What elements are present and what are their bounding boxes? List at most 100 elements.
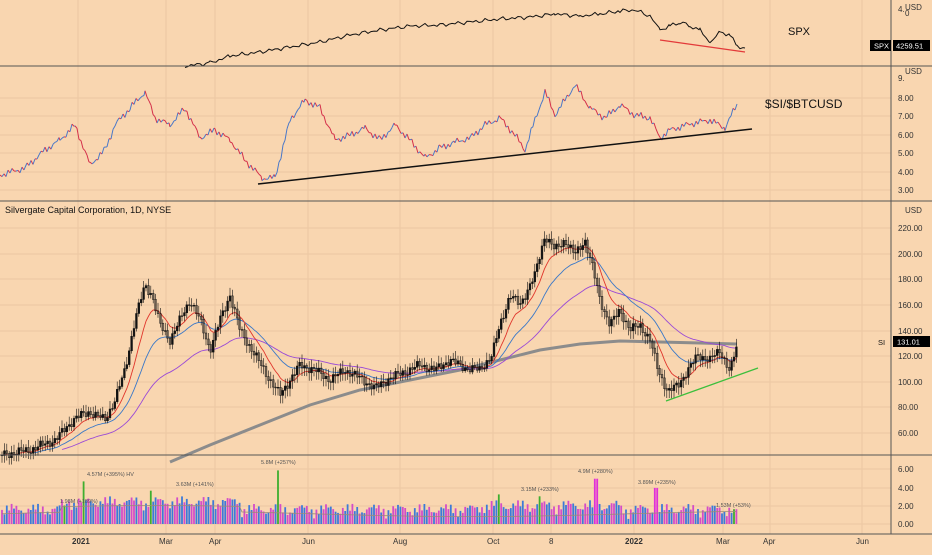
volume-bar (241, 517, 243, 524)
candle-body (584, 240, 586, 245)
candle-body (676, 383, 678, 385)
volume-bar (421, 510, 423, 524)
volume-bar (16, 506, 18, 524)
candle-body (172, 334, 174, 345)
candle-body (222, 311, 224, 316)
volume-bar (133, 501, 135, 525)
volume-bar (42, 507, 44, 525)
volume-bar (390, 513, 392, 524)
volume-bar (71, 510, 73, 524)
candle-body (491, 356, 493, 360)
volume-bar (462, 513, 464, 524)
volume-bar (138, 504, 140, 524)
volume-bar (299, 506, 301, 524)
candle-body (124, 369, 126, 378)
volume-bar (347, 504, 349, 524)
candle-body (472, 366, 474, 373)
candle-body (647, 334, 649, 336)
volume-bar (332, 509, 334, 524)
candle-body (388, 379, 390, 386)
volume-bar (64, 506, 66, 525)
volume-bar (606, 508, 608, 524)
volume-bar (676, 513, 678, 524)
candle-body (457, 361, 459, 364)
volume-bar (277, 470, 279, 524)
volume-bar (565, 505, 567, 524)
volume-bar (126, 501, 128, 524)
volume-bar (59, 505, 61, 524)
candle-body (380, 382, 382, 387)
volume-bar (54, 509, 56, 524)
volume-bar (395, 509, 397, 525)
volume-bar (649, 513, 651, 524)
candle-body (409, 368, 411, 375)
candle-body (80, 411, 82, 417)
volume-bar (256, 509, 258, 524)
volume-bar (438, 511, 440, 524)
volume-bar (637, 508, 639, 524)
volume-bar (436, 513, 438, 524)
volume-bar (102, 504, 104, 524)
candle-body (479, 366, 481, 370)
volume-bar (292, 513, 294, 524)
volume-bar (460, 511, 462, 524)
volume-bar (455, 508, 457, 524)
candle-body (376, 384, 378, 385)
volume-bar (546, 504, 548, 524)
volume-bar (517, 500, 519, 524)
volume-bar (568, 501, 570, 524)
candle-body (220, 316, 222, 327)
time-label-2021: 2021 (72, 537, 90, 546)
volume-bar (335, 512, 337, 524)
volume-bar (11, 504, 13, 524)
candle-body (143, 288, 145, 300)
volume-bar (208, 497, 210, 524)
volume-bar (592, 507, 594, 524)
volume-bar (685, 508, 687, 524)
candle-body (539, 259, 541, 264)
candle-body (284, 386, 286, 390)
volume-bar (536, 504, 538, 524)
volume-bar (690, 510, 692, 524)
time-label-jun2: Jun (856, 537, 869, 546)
volume-bar (8, 511, 10, 525)
volume-bar (181, 496, 183, 524)
vol-tick-2: 2.00 (898, 502, 914, 511)
candle-body (424, 365, 426, 367)
price-tick-80: 80.00 (898, 403, 919, 412)
volume-bar (450, 505, 452, 524)
ratio-segment (491, 123, 493, 124)
candle-body (138, 303, 140, 314)
volume-bar (116, 506, 118, 524)
volume-bar (196, 504, 198, 524)
candle-body (229, 296, 231, 301)
volume-bar (95, 505, 97, 524)
volume-bar (131, 498, 133, 525)
volume-bar (304, 508, 306, 524)
candle-body (248, 345, 250, 346)
volume-bar (582, 510, 584, 525)
volume-bar (373, 505, 375, 524)
volume-bar (119, 504, 121, 524)
ratio-segment (459, 141, 461, 142)
volume-bar (248, 505, 250, 524)
volume-bar (6, 506, 8, 525)
candle-body (515, 296, 517, 297)
candle-body (76, 416, 78, 418)
candle-body (102, 414, 104, 417)
vol-annotation-7: 3.89M (+235%) (638, 480, 676, 486)
volume-bar (92, 503, 94, 524)
candle-body (176, 326, 178, 331)
spx-panel-label: SPX (788, 26, 811, 38)
volume-bar (20, 511, 22, 524)
volume-bar (289, 513, 291, 525)
volume-bar (198, 501, 200, 524)
volume-bar (246, 514, 248, 524)
candle-body (174, 331, 176, 334)
candle-body (582, 245, 584, 249)
candle-body (390, 378, 392, 379)
candle-body (109, 409, 111, 418)
volume-bar (692, 505, 694, 524)
